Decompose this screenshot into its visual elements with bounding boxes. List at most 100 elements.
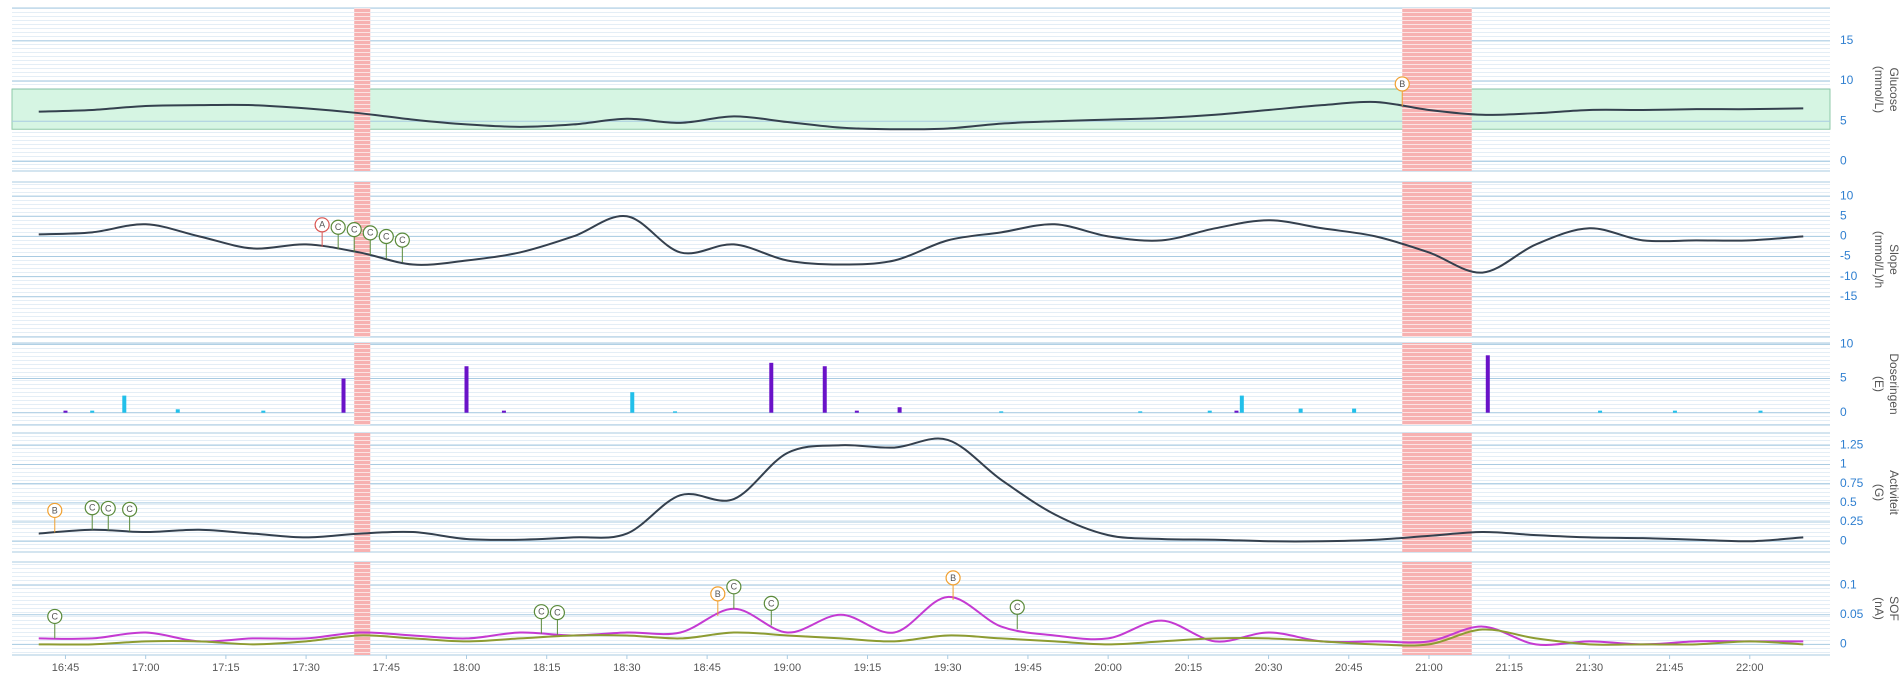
marker-label: C	[335, 222, 342, 232]
dose-bar	[175, 409, 180, 413]
shaded-period	[1402, 8, 1472, 171]
dose-bar	[1239, 395, 1244, 413]
shaded-period	[1402, 343, 1472, 425]
y-tick-label: 0	[1840, 637, 1847, 651]
marker	[330, 219, 346, 235]
x-tick-label: 22:00	[1736, 662, 1764, 674]
y-axis-label: SOF	[1887, 596, 1901, 621]
marker	[122, 501, 138, 517]
marker	[378, 228, 394, 245]
line-series	[38, 595, 1804, 646]
x-tick-label: 21:30	[1576, 662, 1604, 674]
shaded-period	[1402, 182, 1472, 337]
dose-bar	[1234, 410, 1239, 413]
marker	[726, 579, 742, 595]
x-tick-label: 19:45	[1014, 662, 1042, 674]
shaded-period	[354, 8, 371, 171]
marker-label: A	[319, 220, 325, 230]
marker-label: C	[351, 225, 358, 235]
marker-label: B	[715, 589, 721, 599]
y-axis-label: Slope	[1887, 244, 1901, 275]
dose-bar	[122, 395, 127, 413]
y-axis-label: Glucose	[1887, 67, 1901, 111]
marker	[314, 217, 330, 233]
y-tick-label: 1.25	[1840, 437, 1864, 451]
x-tick-label: 20:00	[1094, 662, 1122, 674]
marker	[394, 232, 410, 248]
y-tick-label: 5	[1840, 113, 1847, 127]
line-series	[38, 437, 1804, 543]
dose-bar	[1298, 408, 1303, 413]
dose-bar	[1485, 355, 1490, 413]
dose-bar	[999, 411, 1004, 413]
marker	[763, 595, 779, 611]
y-tick-label: -5	[1840, 249, 1851, 263]
dose-bar	[261, 410, 266, 413]
marker-label: B	[1399, 79, 1405, 89]
y-tick-label: 0	[1840, 405, 1847, 419]
x-tick-label: 18:30	[613, 662, 641, 674]
y-tick-label: 10	[1840, 73, 1854, 87]
y-tick-label: 10	[1840, 188, 1854, 202]
y-tick-label: 0.05	[1840, 607, 1864, 621]
y-tick-label: 10	[1840, 337, 1854, 351]
shaded-period	[354, 562, 371, 655]
dose-bar	[501, 410, 506, 413]
marker-label: C	[89, 503, 96, 513]
x-tick-label: 20:15	[1175, 662, 1203, 674]
y-tick-label: 0.5	[1840, 495, 1857, 509]
marker-label: C	[768, 598, 775, 608]
marker	[533, 604, 549, 620]
marker-label: C	[538, 607, 545, 617]
y-tick-label: 0	[1840, 533, 1847, 547]
marker	[47, 502, 63, 519]
marker	[100, 500, 116, 517]
marker	[945, 570, 961, 586]
dose-bar	[341, 378, 346, 413]
y-axis-label: (E)	[1872, 376, 1886, 392]
x-tick-label: 18:15	[533, 662, 561, 674]
marker-label: C	[367, 228, 374, 238]
y-tick-label: 0	[1840, 154, 1847, 168]
y-axis-label: Activiteit	[1887, 470, 1901, 515]
y-tick-label: 0	[1840, 229, 1847, 243]
x-tick-label: 16:45	[52, 662, 80, 674]
x-tick-label: 17:30	[292, 662, 320, 674]
marker	[549, 604, 566, 621]
marker	[47, 608, 63, 625]
x-tick-label: 19:15	[854, 662, 882, 674]
marker-label: C	[105, 503, 112, 513]
dose-bar	[854, 410, 859, 413]
y-axis-label: (G)	[1872, 484, 1886, 501]
x-tick-label: 19:30	[934, 662, 962, 674]
y-axis-label: (nA)	[1872, 597, 1886, 620]
y-tick-label: -10	[1840, 269, 1858, 283]
dose-bar	[822, 366, 827, 413]
dose-bar	[630, 392, 635, 413]
marker-label: C	[399, 235, 406, 245]
marker-label: C	[731, 582, 738, 592]
target-range	[11, 88, 1831, 130]
shaded-period	[354, 343, 371, 425]
x-tick-label: 17:15	[212, 662, 240, 674]
dose-bar	[673, 411, 678, 413]
x-tick-label: 19:00	[774, 662, 802, 674]
marker-label: C	[52, 611, 59, 621]
dose-bar	[1598, 410, 1603, 413]
marker	[1009, 599, 1025, 615]
y-tick-label: -15	[1840, 289, 1858, 303]
shaded-period	[1402, 562, 1472, 655]
shaded-period	[354, 182, 371, 337]
x-tick-label: 21:45	[1656, 662, 1684, 674]
marker	[84, 500, 100, 516]
dose-bar	[1672, 410, 1677, 413]
marker-label: C	[383, 231, 390, 241]
dose-bar	[1207, 410, 1212, 413]
y-axis-label: (mmol/L)	[1872, 66, 1886, 113]
x-tick-label: 21:15	[1495, 662, 1523, 674]
shaded-period	[1402, 433, 1472, 552]
marker-label: B	[52, 505, 58, 515]
x-tick-label: 20:30	[1255, 662, 1283, 674]
line-series	[38, 628, 1804, 647]
